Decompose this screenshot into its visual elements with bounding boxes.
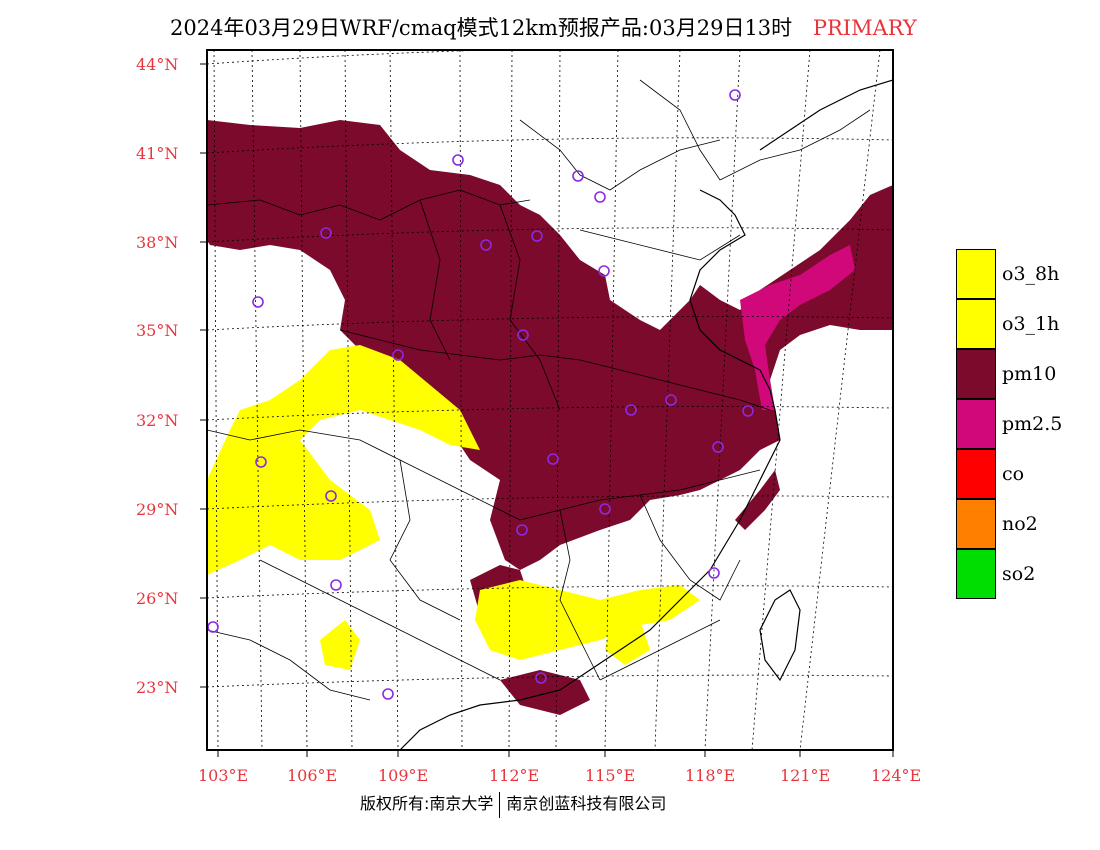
map-title: 2024年03月29日WRF/cmaq模式12km预报产品:03月29日13时 …: [170, 12, 917, 42]
station-marker: [547, 453, 559, 465]
lat-label: 38°N: [136, 233, 179, 252]
station-marker: [480, 239, 492, 251]
copyright-right: 南京创蓝科技有限公司: [506, 794, 667, 813]
station-marker: [665, 394, 677, 406]
graticule: [207, 50, 893, 750]
legend-swatch: [956, 399, 996, 449]
map-content: [207, 50, 893, 750]
station-marker: [712, 441, 724, 453]
map-frame: [206, 49, 894, 751]
legend-swatch: [956, 449, 996, 499]
lon-label: 118°E: [685, 766, 736, 785]
lon-label: 121°E: [780, 766, 831, 785]
legend-swatch: [956, 549, 996, 599]
lat-label: 32°N: [136, 411, 179, 430]
station-marker: [598, 265, 610, 277]
o3-region-south: [475, 580, 700, 660]
station-marker: [599, 503, 611, 515]
copyright-left: 版权所有:南京大学: [360, 794, 494, 813]
station-marker: [325, 490, 337, 502]
legend-label: o3_1h: [1002, 313, 1060, 335]
title-main: 2024年03月29日WRF/cmaq模式12km预报产品:03月29日13时: [170, 16, 793, 40]
station-marker: [594, 191, 606, 203]
legend-label: no2: [1002, 513, 1038, 535]
station-marker: [320, 227, 332, 239]
o3-region-west: [207, 345, 480, 575]
legend-swatch: [956, 499, 996, 549]
lon-label: 112°E: [489, 766, 540, 785]
station-marker: [742, 405, 754, 417]
station-marker: [255, 456, 267, 468]
station-marker: [531, 230, 543, 242]
lon-label: 103°E: [198, 766, 249, 785]
station-marker: [729, 89, 741, 101]
station-marker: [517, 329, 529, 341]
pm25-region: [740, 245, 855, 410]
footer-divider: [499, 791, 501, 818]
station-marker: [330, 579, 342, 591]
lat-label: 35°N: [136, 321, 179, 340]
province-boundaries: [207, 79, 871, 701]
lat-label: 29°N: [136, 500, 179, 519]
coastline: [399, 79, 893, 750]
pm10-region-coast: [735, 470, 780, 530]
legend-swatch: [956, 299, 996, 349]
station-marker: [535, 672, 547, 684]
lat-label: 26°N: [136, 589, 179, 608]
station-marker: [392, 349, 404, 361]
lon-label: 115°E: [585, 766, 636, 785]
station-marker: [625, 404, 637, 416]
legend-label: pm2.5: [1002, 413, 1063, 435]
station-marker: [252, 296, 264, 308]
lon-label: 124°E: [871, 766, 922, 785]
station-marker: [516, 524, 528, 536]
axis-ticks: [200, 63, 894, 757]
lat-label: 44°N: [136, 55, 179, 74]
legend-label: so2: [1002, 563, 1036, 585]
legend-swatch: [956, 349, 996, 399]
station-marker: [452, 154, 464, 166]
station-marker: [572, 170, 584, 182]
o3-region-guangdong: [605, 620, 650, 665]
lat-label: 41°N: [136, 144, 179, 163]
lon-label: 106°E: [287, 766, 338, 785]
pm10-region-north: [207, 120, 893, 570]
station-marker: [708, 567, 720, 579]
lon-label: 109°E: [378, 766, 429, 785]
legend-label: o3_8h: [1002, 263, 1060, 285]
o3-region-sw: [320, 620, 360, 670]
legend-swatch: [956, 249, 996, 299]
legend-label: co: [1002, 463, 1025, 485]
copyright-footer: 版权所有:南京大学 南京创蓝科技有限公司: [360, 790, 666, 818]
station-markers: [207, 89, 754, 700]
legend-label: pm10: [1002, 363, 1057, 385]
title-tag: PRIMARY: [812, 16, 917, 40]
station-marker: [382, 688, 394, 700]
pm10-region-gd: [500, 670, 590, 715]
lat-label: 23°N: [136, 678, 179, 697]
